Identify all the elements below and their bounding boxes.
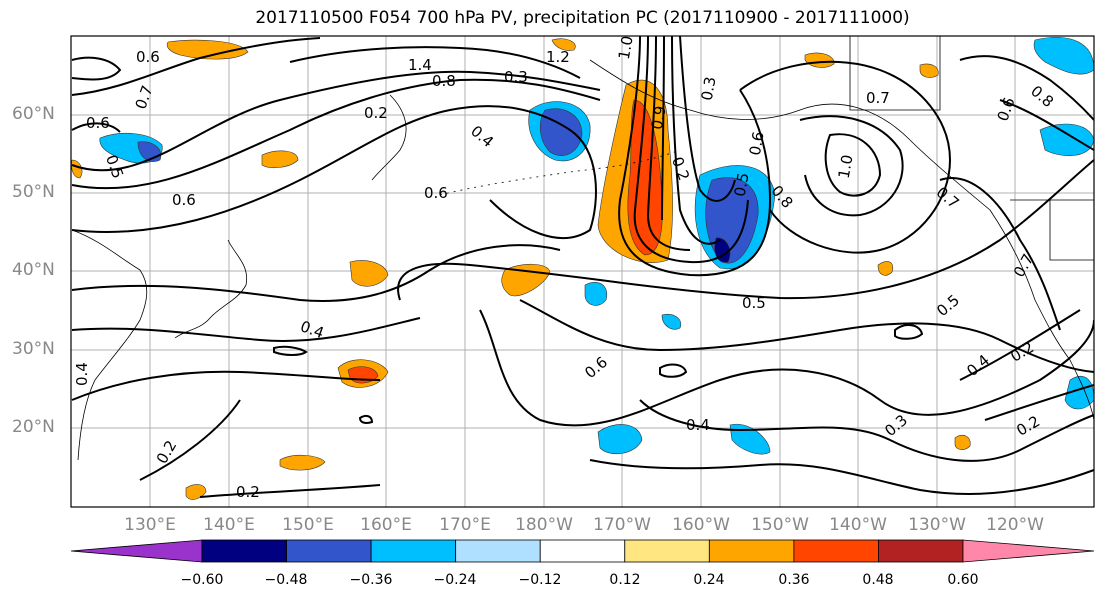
colorbar-tick-label: 0.48 — [862, 572, 894, 588]
coastlines — [71, 36, 1094, 461]
japan-coast — [174, 239, 248, 339]
negative-shade — [714, 237, 731, 263]
contour-label: 0.3 — [698, 75, 720, 102]
contour-label: 0.7 — [1010, 251, 1038, 281]
colorbar-tick-label: −0.48 — [264, 572, 308, 588]
colorbar-tick-label: 0.36 — [778, 572, 810, 588]
colorbar-tick-label: −0.24 — [433, 572, 477, 588]
lon-label: 140°E — [203, 515, 255, 535]
positive-shade — [551, 38, 576, 51]
colorbar-tick-label: −0.12 — [518, 572, 562, 588]
colorbar-tick-label: −0.60 — [180, 572, 224, 588]
lat-label-50n: 50°N — [12, 182, 55, 202]
lat-label-40n: 40°N — [12, 260, 55, 280]
lon-label: 150°W — [751, 515, 809, 535]
negative-shade — [661, 313, 682, 330]
positive-shade — [261, 150, 299, 169]
contour-label: 1.0 — [835, 153, 857, 180]
map-title: 2017110500 F054 700 hPa PV, precipitatio… — [255, 8, 910, 28]
positive-shade — [185, 484, 207, 500]
lon-label: 150°E — [282, 515, 334, 535]
lon-label: 170°W — [593, 515, 651, 535]
colorbar-tick-label: 0.60 — [947, 572, 979, 588]
negative-shade — [540, 108, 583, 156]
colorbar-tick-label: 0.24 — [693, 572, 725, 588]
lon-label: 140°W — [829, 515, 887, 535]
contour-label: 1.4 — [408, 56, 432, 74]
positive-shade — [349, 260, 389, 287]
negative-shade — [1039, 123, 1094, 157]
contour-label: 0.4 — [467, 122, 497, 151]
lon-label: 130°W — [908, 515, 966, 535]
positive-shade — [166, 39, 249, 60]
contour-label: 0.2 — [236, 483, 260, 501]
contour-label: 0.7 — [132, 83, 157, 112]
lon-label: 180°W — [515, 515, 573, 535]
colorbar-tick-label: −0.36 — [349, 572, 393, 588]
alaska-coast — [589, 59, 991, 211]
positive-shade — [71, 159, 83, 179]
lon-label: 130°E — [124, 515, 176, 535]
contour-label: 0.3 — [881, 411, 911, 440]
lon-label: 120°W — [986, 515, 1044, 535]
contour-label: 0.7 — [866, 89, 890, 107]
us-border — [1010, 199, 1094, 261]
contour-label: 0.2 — [1007, 338, 1037, 366]
contour-label: 0.9 — [648, 104, 670, 131]
positive-shade — [279, 454, 326, 471]
contour-label: 0.6 — [746, 130, 768, 157]
map-border — [70, 35, 1095, 508]
kamchatka-coast — [371, 94, 407, 181]
negative-shade — [597, 424, 643, 455]
lon-label: 160°W — [672, 515, 730, 535]
contour-label: 0.6 — [136, 48, 160, 66]
contour-label: 0.6 — [424, 184, 448, 202]
positive-shade — [919, 63, 939, 78]
colorbar-tick-label: 0.12 — [609, 572, 641, 588]
contour-label: 0.5 — [731, 171, 753, 198]
contour-label: 0.6 — [581, 353, 611, 382]
contour-label: 0.5 — [933, 291, 963, 320]
lat-label-20n: 20°N — [12, 417, 55, 437]
lat-label-60n: 60°N — [12, 104, 55, 124]
pv-contours — [71, 36, 1094, 498]
negative-shade — [1033, 37, 1094, 75]
asia-coast — [71, 229, 148, 461]
positive-shade — [627, 99, 663, 256]
contour-label: 0.8 — [432, 72, 456, 90]
contour-label: 0.2 — [153, 437, 181, 467]
contour-label: 0.4 — [73, 362, 91, 386]
contour-label: 0.5 — [742, 294, 766, 312]
positive-shade — [954, 434, 971, 450]
precip-shading — [71, 37, 1094, 500]
contour-label: 0.6 — [172, 191, 196, 209]
positive-shade — [804, 52, 835, 68]
contour-label: 1.0 — [615, 34, 637, 61]
contour-label: 0.6 — [86, 114, 110, 132]
canada-border — [849, 36, 941, 111]
lon-label: 170°E — [439, 515, 491, 535]
lon-label: 160°E — [360, 515, 412, 535]
positive-shade — [877, 261, 893, 276]
contour-label: 0.2 — [364, 104, 388, 122]
lat-label-30n: 30°N — [12, 339, 55, 359]
contour-label: 0.3 — [504, 68, 528, 86]
negative-shade — [584, 281, 608, 306]
contour-label: 0.8 — [1027, 82, 1057, 111]
contour-label: 0.4 — [686, 416, 710, 434]
negative-shade — [729, 423, 771, 455]
contour-label: 0.2 — [1013, 412, 1043, 440]
contour-label: 1.2 — [546, 48, 570, 66]
